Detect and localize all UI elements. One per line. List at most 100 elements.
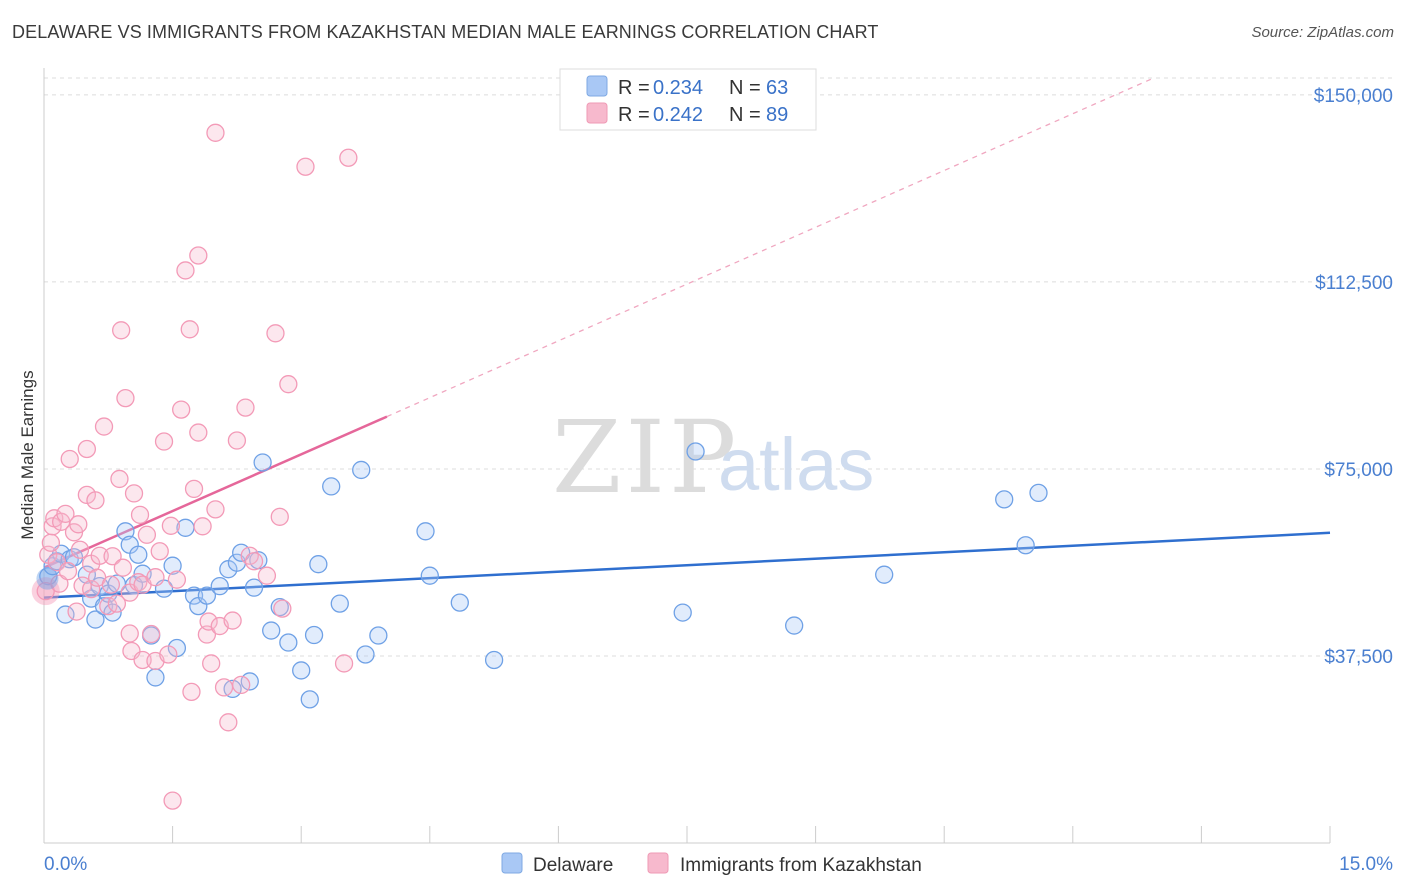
point-kazakhstan <box>334 654 354 673</box>
point-delaware <box>116 522 135 541</box>
point-delaware <box>1029 483 1048 503</box>
watermark-atlas: atlas <box>718 423 874 506</box>
point-delaware <box>77 565 97 584</box>
point-kazakhstan <box>232 675 251 695</box>
point-delaware <box>253 453 272 472</box>
point-cluster-kazakhstan <box>31 577 60 606</box>
point-delaware <box>129 545 148 564</box>
point-kazakhstan <box>50 574 69 593</box>
point-kazakhstan <box>113 558 133 577</box>
point-kazakhstan <box>202 654 221 673</box>
point-kazakhstan <box>167 570 187 589</box>
legend-n-value-kazakhstan: 89 <box>766 104 788 126</box>
y-tick-label: $112,500 <box>1315 273 1393 294</box>
chart-title: DELAWARE VS IMMIGRANTS FROM KAZAKHSTAN M… <box>12 22 879 42</box>
legend-r-value-delaware: 0.234 <box>653 77 703 99</box>
point-kazakhstan <box>266 324 285 343</box>
point-delaware <box>420 566 439 585</box>
point-delaware <box>356 645 375 664</box>
gridlines <box>44 77 1395 657</box>
point-kazakhstan <box>116 388 135 408</box>
point-kazakhstan <box>86 491 105 510</box>
point-kazakhstan <box>257 566 277 585</box>
point-kazakhstan <box>176 261 195 280</box>
point-kazakhstan <box>184 479 204 499</box>
point-kazakhstan <box>130 505 150 524</box>
point-delaware <box>369 626 388 645</box>
point-delaware <box>673 603 692 622</box>
legend-swatch-kazakhstan <box>586 102 608 124</box>
trend-line-kazakhstan <box>43 415 388 569</box>
point-kazakhstan <box>90 546 109 565</box>
x-tick-labels: 0.0% 15.0% <box>44 854 1393 875</box>
point-kazakhstan <box>82 579 101 599</box>
point-kazakhstan <box>214 678 234 697</box>
legend-n-value-delaware: 63 <box>766 77 788 99</box>
point-delaware <box>995 490 1014 509</box>
point-kazakhstan <box>279 375 298 394</box>
point-delaware <box>279 633 298 652</box>
legend-top: R = 0.234 N = 63 R = 0.242 N = 89 <box>559 68 817 131</box>
series-points <box>31 123 1048 810</box>
legend-bottom-swatch-delaware <box>501 852 523 874</box>
point-delaware <box>163 556 182 575</box>
point-delaware <box>304 625 324 645</box>
point-kazakhstan <box>58 562 78 581</box>
point-kazakhstan <box>219 713 238 732</box>
axes <box>43 68 1331 844</box>
point-kazakhstan <box>236 398 255 417</box>
point-kazakhstan <box>69 515 88 534</box>
legend-bottom-label-kazakhstan: Immigrants from Kazakhstan <box>680 855 922 876</box>
point-kazakhstan <box>112 321 131 340</box>
point-kazakhstan <box>150 542 169 561</box>
x-tick-label: 15.0% <box>1339 854 1393 875</box>
point-delaware <box>416 522 435 541</box>
point-kazakhstan <box>137 525 157 544</box>
legend-r-label-kazakhstan: R = <box>618 104 650 126</box>
point-delaware <box>484 650 504 670</box>
legend-r-label-delaware: R = <box>618 77 650 99</box>
point-kazakhstan <box>193 517 212 536</box>
point-kazakhstan <box>67 602 86 621</box>
y-tick-label: $37,500 <box>1324 647 1393 668</box>
point-kazakhstan <box>273 599 292 618</box>
point-kazakhstan <box>107 594 127 613</box>
trend-line-delaware <box>43 531 1331 599</box>
point-kazakhstan <box>41 533 61 552</box>
point-delaware <box>330 594 349 613</box>
point-kazakhstan <box>142 624 161 644</box>
point-delaware <box>146 668 165 687</box>
point-delaware <box>86 610 105 629</box>
watermark: ZIP atlas <box>552 399 874 516</box>
legend-bottom-label-delaware: Delaware <box>533 855 613 876</box>
y-axis-label: Median Male Earnings <box>18 370 37 539</box>
y-tick-labels: $37,500 $75,000 $112,500 $150,000 <box>1314 86 1393 668</box>
legend-n-label-delaware: N = <box>729 77 761 99</box>
point-kazakhstan <box>244 552 264 571</box>
y-tick-label: $75,000 <box>1324 460 1393 481</box>
point-delaware <box>686 442 705 461</box>
point-kazakhstan <box>77 439 97 459</box>
point-kazakhstan <box>146 568 165 587</box>
point-delaware <box>785 616 804 635</box>
point-kazakhstan <box>133 650 152 670</box>
point-kazakhstan <box>227 431 247 450</box>
point-delaware <box>309 555 328 574</box>
point-kazakhstan <box>120 624 139 643</box>
point-delaware <box>875 565 894 584</box>
point-delaware <box>197 586 217 605</box>
point-delaware <box>56 605 75 624</box>
point-kazakhstan <box>110 469 129 489</box>
point-kazakhstan <box>189 423 208 442</box>
point-kazakhstan <box>124 484 144 503</box>
point-kazakhstan <box>159 645 178 664</box>
point-kazakhstan <box>70 540 90 559</box>
point-kazakhstan <box>103 547 122 566</box>
point-kazakhstan <box>101 575 121 594</box>
point-delaware <box>1016 536 1035 555</box>
legend-bottom-swatch-kazakhstan <box>647 852 669 874</box>
point-kazakhstan <box>161 516 181 535</box>
point-kazakhstan <box>296 157 315 176</box>
point-delaware <box>322 477 341 496</box>
point-delaware <box>450 593 469 612</box>
